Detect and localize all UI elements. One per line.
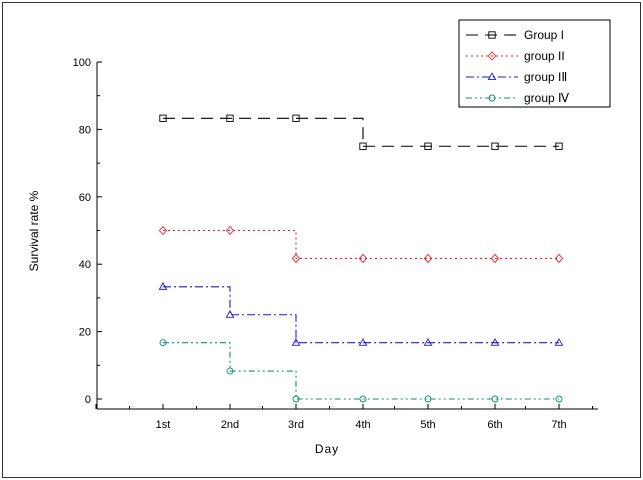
data-point (423, 338, 433, 346)
x-tick-label: 6th (487, 419, 502, 431)
data-point (359, 395, 367, 403)
data-point (358, 338, 368, 346)
data-point (424, 395, 432, 403)
data-point (292, 114, 300, 122)
data-point (225, 225, 235, 236)
y-axis-title: Survival rate % (27, 190, 41, 271)
legend-label: group IⅡ (524, 70, 567, 84)
legend-item: group Ⅳ (466, 91, 569, 105)
data-point (159, 114, 167, 122)
y-tick-label: 0 (85, 394, 91, 406)
data-point (226, 114, 234, 122)
series-3 (158, 282, 564, 346)
legend-marker (488, 31, 496, 39)
legend-label: group Ⅳ (524, 91, 569, 105)
data-point (490, 338, 500, 346)
x-tick-label: 7th (551, 419, 566, 431)
data-point (491, 142, 499, 150)
data-point (159, 339, 167, 347)
legend-box (458, 19, 611, 108)
y-tick-label: 100 (73, 57, 91, 69)
data-point (158, 225, 168, 236)
series-line (163, 342, 559, 400)
series-4 (159, 339, 563, 403)
data-point (359, 142, 367, 150)
data-point (555, 142, 563, 150)
legend-marker (488, 94, 496, 102)
series-2 (158, 225, 564, 264)
legend: Group I group II group IⅡ group Ⅳ (458, 19, 611, 108)
legend-item: group IⅡ (466, 70, 567, 84)
series-line (163, 286, 559, 344)
data-point (158, 282, 168, 290)
data-point (491, 395, 499, 403)
legend-item: Group I (466, 28, 564, 42)
legend-marker (487, 72, 497, 81)
data-point (358, 253, 368, 264)
data-point (291, 338, 301, 346)
legend-label: group II (524, 49, 565, 63)
legend-marker (487, 51, 497, 61)
series-layer (158, 114, 564, 403)
data-point (424, 142, 432, 150)
x-axis-title: Day (315, 442, 339, 456)
data-point (555, 395, 563, 403)
x-tick-label: 3rd (288, 419, 304, 431)
data-point (225, 310, 235, 318)
series-line (163, 117, 559, 147)
x-tick-label: 5th (420, 419, 435, 431)
x-tick-label: 4th (355, 419, 370, 431)
x-tick-label: 2nd (221, 419, 239, 431)
legend-item: group II (466, 49, 565, 63)
data-point (554, 253, 564, 264)
data-point (490, 253, 500, 264)
x-tick-label: 1st (156, 419, 171, 431)
y-tick-label: 80 (79, 124, 91, 136)
y-tick-label: 20 (79, 327, 91, 339)
y-tick-label: 40 (79, 259, 91, 271)
series-line (163, 229, 559, 260)
data-point (423, 253, 433, 264)
legend-label: Group I (524, 28, 564, 42)
y-tick-label: 60 (79, 192, 91, 204)
axes: 0 20 40 60 80 100 1st 2nd 3rd 4th 5th 6th 7th (73, 57, 598, 431)
data-point (292, 395, 300, 403)
data-point (291, 253, 301, 264)
series-1 (159, 114, 563, 150)
data-point (226, 367, 234, 375)
data-point (554, 338, 564, 346)
